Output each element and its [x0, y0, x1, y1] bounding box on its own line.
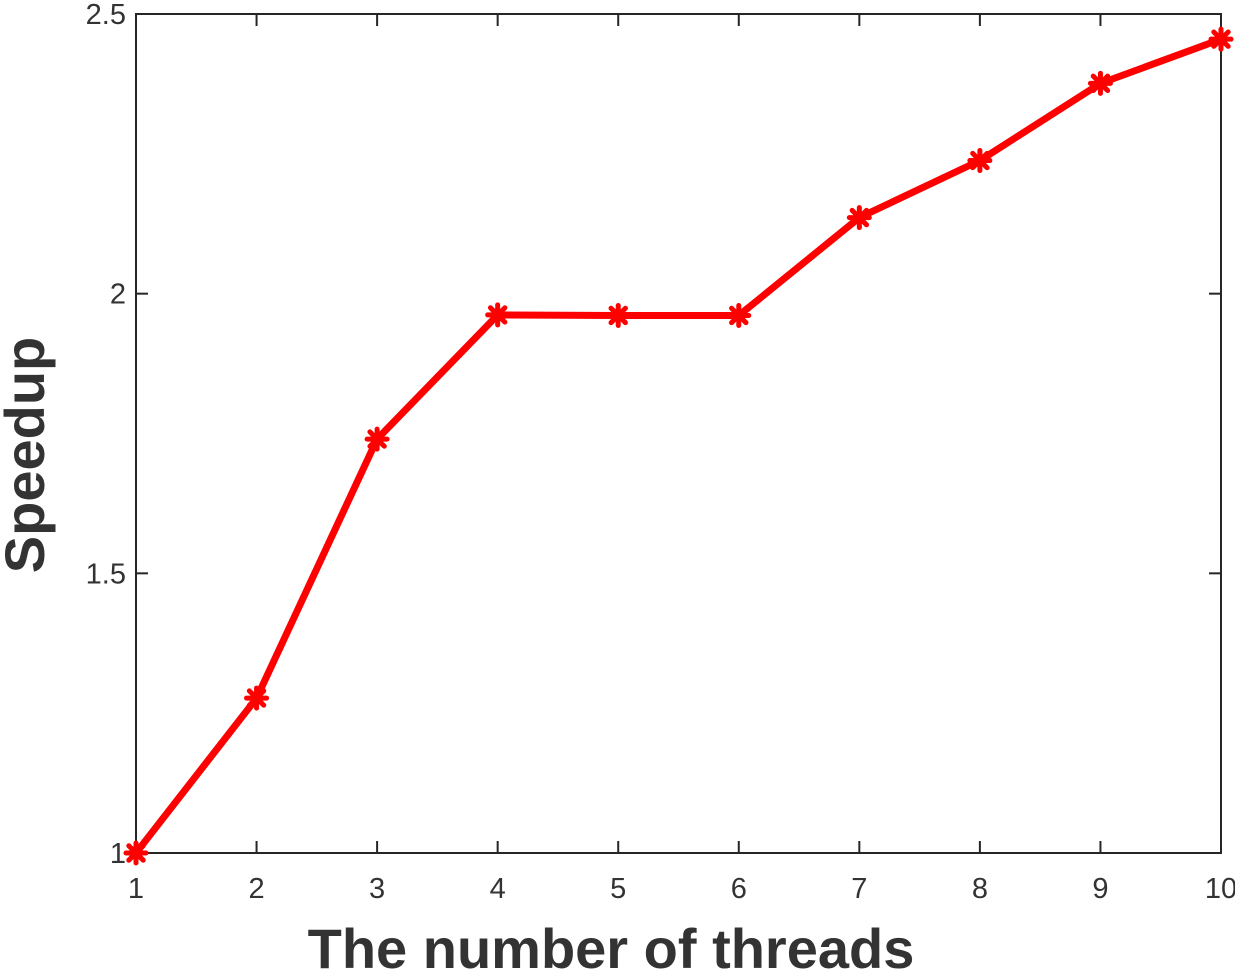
x-tick-label: 10 — [1205, 873, 1235, 905]
y-tick-label: 2.5 — [86, 0, 126, 31]
data-point-marker — [846, 205, 872, 231]
x-tick-label: 7 — [851, 873, 867, 905]
data-point-marker — [967, 148, 993, 174]
data-point-marker — [485, 302, 511, 328]
x-tick-label: 1 — [128, 873, 144, 905]
data-point-marker — [123, 840, 149, 866]
y-axis-ticks: 1 1.5 2 2.5 — [86, 0, 1221, 870]
x-tick-label: 2 — [248, 873, 264, 905]
data-point-marker — [1208, 26, 1234, 52]
y-tick-label: 1 — [110, 838, 126, 870]
plot-area-frame — [135, 13, 1222, 854]
data-point-marker — [244, 685, 270, 711]
x-axis-title: The number of threads — [308, 917, 915, 973]
x-tick-label: 4 — [490, 873, 506, 905]
x-tick-label: 6 — [731, 873, 747, 905]
data-point-marker — [605, 302, 631, 328]
y-axis-title: Speedup — [0, 337, 56, 573]
x-axis-ticks: 1 2 3 4 5 6 7 8 9 10 — [128, 14, 1235, 905]
x-tick-label: 3 — [369, 873, 385, 905]
data-point-marker — [1087, 70, 1113, 96]
data-point-marker — [364, 426, 390, 452]
x-tick-label: 5 — [610, 873, 626, 905]
y-tick-label: 1.5 — [86, 558, 126, 590]
x-tick-label: 9 — [1092, 873, 1108, 905]
y-tick-label: 2 — [110, 279, 126, 311]
series-line-0 — [132, 35, 1225, 857]
x-tick-label: 8 — [972, 873, 988, 905]
data-point-marker — [726, 302, 752, 328]
series-layer — [123, 26, 1234, 866]
